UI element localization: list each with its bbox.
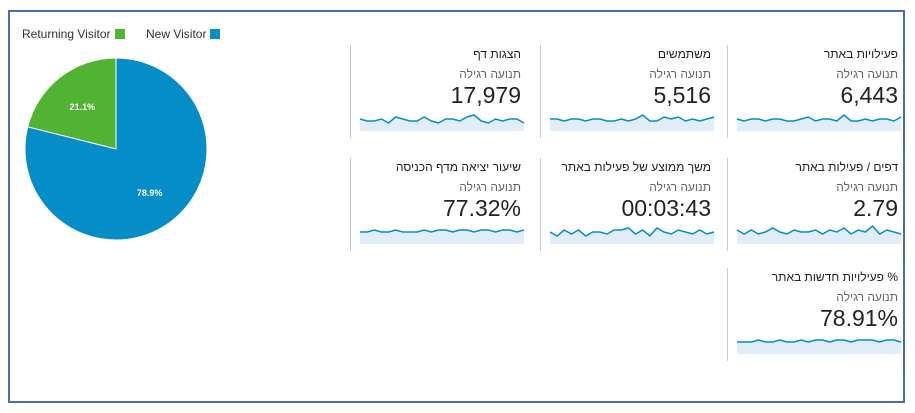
metric-tile: משתמשים תנועה רגילה 5,516	[540, 45, 719, 138]
sparkline	[737, 339, 902, 354]
tile-value: 78.91%	[819, 305, 898, 331]
tile-title: משך ממוצע של פעילות באתר	[561, 160, 711, 174]
tile-subtitle: תנועה רגילה	[459, 180, 521, 194]
tile-subtitle: תנועה רגילה	[459, 67, 521, 81]
tile-subtitle: תנועה רגילה	[836, 180, 898, 194]
sparkline-area	[550, 228, 714, 244]
sparkline-area	[360, 230, 524, 244]
tile-title: דפים / פעילות באתר	[795, 160, 898, 174]
legend-label: Returning Visitor	[22, 27, 111, 41]
tile-title: פעילויות באתר	[823, 47, 898, 61]
sparkline-area	[737, 226, 901, 244]
metric-tile: שיעור יציאה מדף הכניסה תנועה רגילה 77.32%	[350, 158, 529, 251]
sparkline	[360, 229, 525, 244]
sparkline	[736, 224, 902, 244]
sparkline-area	[550, 115, 714, 131]
sparkline-line	[736, 114, 902, 122]
tile-value: 2.79	[853, 195, 898, 221]
metric-tile: הצגות דף תנועה רגילה 17,979	[350, 45, 529, 138]
sparkline-line	[549, 227, 715, 238]
sparkline-line	[550, 114, 715, 122]
tile-value: 6,443	[840, 82, 898, 108]
metric-tile: פעילויות באתר תנועה רגילה 6,443	[727, 45, 906, 138]
pie-slice	[27, 57, 117, 150]
sparkline	[736, 114, 902, 131]
sparkline	[359, 114, 525, 131]
legend-item: New Visitor	[146, 27, 221, 41]
sparkline-area	[737, 115, 901, 131]
tile-title: % פעילויות חדשות באתר	[771, 270, 898, 284]
sparkline-area	[360, 115, 524, 131]
legend-label: New Visitor	[146, 27, 207, 41]
frame	[8, 10, 905, 403]
metric-tile: דפים / פעילות באתר תנועה רגילה 2.79	[727, 158, 906, 251]
tile-subtitle: תנועה רגילה	[836, 290, 898, 304]
legend-swatch	[210, 29, 221, 39]
tile-title: הצגות דף	[473, 47, 521, 61]
tile-title: משתמשים	[657, 47, 711, 61]
sparkline-line	[360, 229, 525, 233]
tile-subtitle: תנועה רגילה	[649, 67, 711, 81]
sparkline-area	[737, 340, 901, 354]
tile-subtitle: תנועה רגילה	[836, 67, 898, 81]
sparkline	[549, 227, 715, 244]
metric-tile: % פעילויות חדשות באתר תנועה רגילה 78.91%	[727, 268, 906, 361]
tile-value: 77.32%	[442, 195, 521, 221]
legend-item: Returning Visitor	[22, 27, 125, 41]
tile-title: שיעור יציאה מדף הכניסה	[395, 160, 521, 174]
tile-value: 00:03:43	[621, 195, 711, 221]
metric-tile: משך ממוצע של פעילות באתר תנועה רגילה 00:03…	[540, 158, 719, 251]
tile-subtitle: תנועה רגילה	[649, 180, 711, 194]
slice-label: 21.1%	[70, 102, 96, 112]
sparkline-line	[737, 339, 902, 343]
pie-chart: 21.1% 78.9%	[24, 57, 208, 241]
tile-value: 17,979	[450, 82, 521, 108]
tile-value: 5,516	[653, 82, 711, 108]
slice-label: 78.9%	[137, 188, 163, 198]
sparkline	[550, 114, 715, 131]
pie-slice	[24, 57, 208, 241]
legend-swatch	[114, 29, 125, 39]
sparkline-line	[736, 224, 902, 235]
sparkline-line	[359, 114, 525, 124]
